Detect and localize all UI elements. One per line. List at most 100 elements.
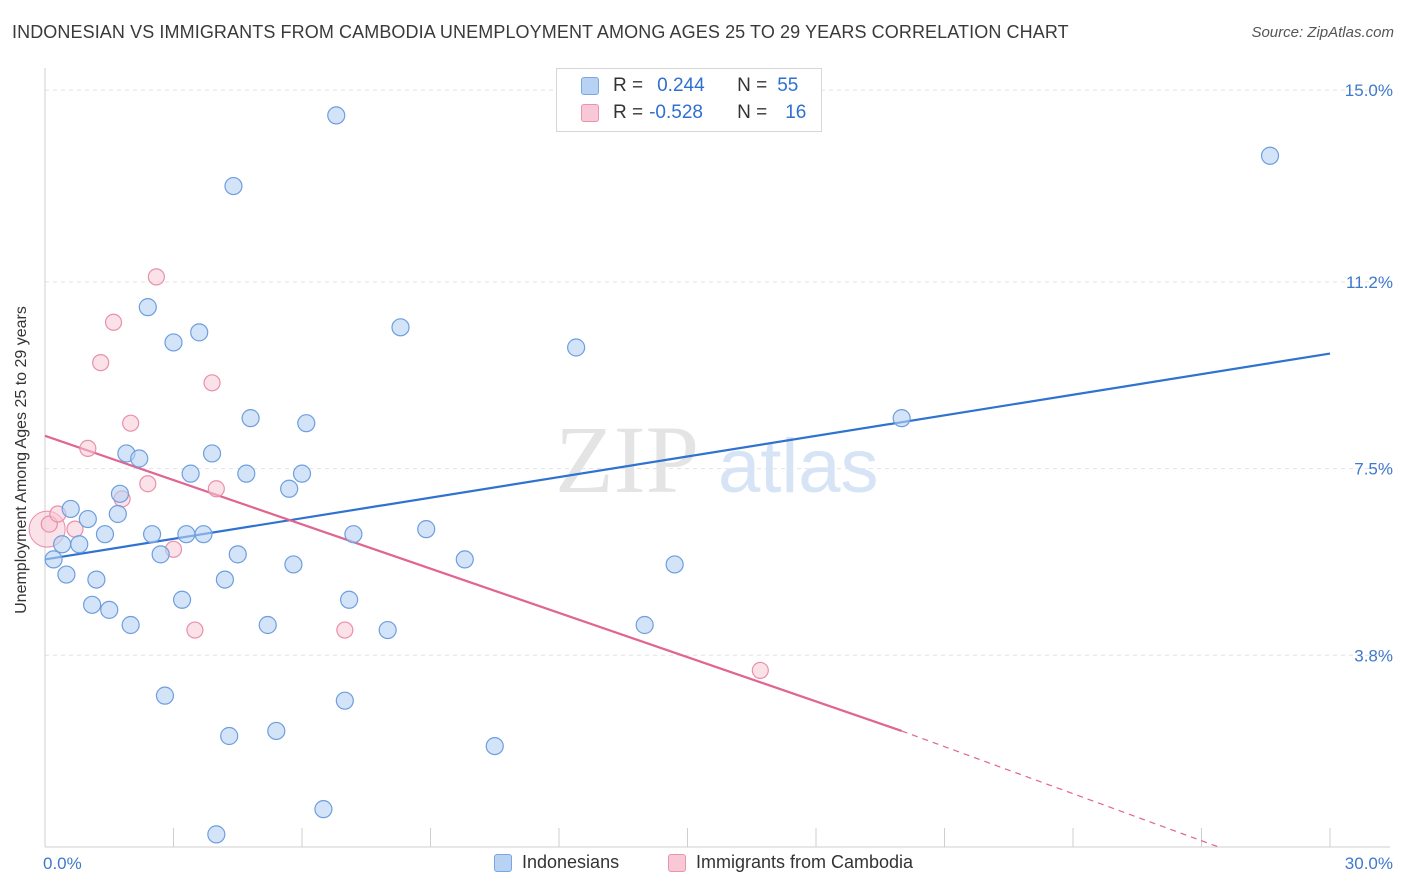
data-point-indonesians	[83, 595, 102, 614]
data-point-indonesians	[207, 825, 226, 844]
legend-r-label: R =	[613, 102, 644, 123]
data-point-indonesians	[314, 800, 333, 819]
data-point-cambodia	[92, 354, 110, 372]
data-point-cambodia	[104, 313, 123, 331]
data-point-indonesians	[280, 479, 299, 498]
data-point-indonesians	[95, 525, 115, 544]
legend-row-cambodia: R = -0.528 N = 16	[581, 101, 806, 125]
series-swatch-blue	[494, 853, 512, 872]
trend-line-cambodia-extension	[901, 730, 1219, 848]
data-point-indonesians	[220, 726, 239, 746]
y-tick-label: 11.2%	[1346, 273, 1393, 292]
y-tick-label: 7.5%	[1354, 460, 1393, 479]
data-point-indonesians	[340, 590, 359, 609]
data-point-indonesians	[190, 323, 209, 342]
series-legend: Indonesians Immigrants from Cambodia	[0, 852, 1406, 876]
correlation-legend: R = 0.244 N = 55 R = -0.528 N = 16	[556, 68, 822, 132]
data-point-indonesians	[53, 535, 72, 554]
series-name: Immigrants from Cambodia	[696, 852, 914, 872]
data-point-indonesians	[151, 545, 170, 564]
data-point-indonesians	[172, 590, 192, 609]
x-tick-label-min: 0.0%	[43, 854, 82, 873]
data-point-indonesians	[378, 620, 397, 640]
data-point-cambodia	[79, 439, 97, 458]
data-point-indonesians	[1260, 146, 1280, 165]
legend-r-value: 0.244	[657, 75, 705, 96]
data-point-indonesians	[215, 570, 234, 589]
data-point-indonesians	[177, 525, 196, 544]
data-point-indonesians	[142, 525, 162, 544]
data-point-indonesians	[57, 565, 76, 584]
data-points	[28, 106, 1280, 844]
legend-n-value: 16	[785, 102, 807, 123]
data-point-indonesians	[237, 464, 256, 483]
data-point-cambodia	[139, 475, 157, 493]
data-point-indonesians	[110, 484, 130, 503]
data-point-cambodia	[751, 661, 769, 680]
data-point-indonesians	[155, 686, 175, 705]
grid-lines	[45, 89, 1390, 656]
series-name: Indonesians	[522, 852, 620, 872]
y-tick-label: 15.0%	[1345, 81, 1393, 100]
trend-line-indonesians	[44, 352, 1331, 561]
y-axis-label: Unemployment Among Ages 25 to 29 years	[13, 306, 30, 614]
data-point-indonesians	[417, 520, 436, 539]
trend-line-cambodia	[44, 434, 903, 732]
data-point-indonesians	[78, 509, 97, 529]
data-point-cambodia	[207, 480, 225, 498]
data-point-indonesians	[567, 338, 586, 357]
watermark: ZIP atlas	[555, 406, 879, 513]
data-point-indonesians	[121, 615, 140, 635]
data-point-indonesians	[70, 535, 89, 554]
legend-r-value: -0.528	[649, 102, 703, 123]
data-point-indonesians	[284, 555, 303, 574]
watermark-atlas: atlas	[718, 424, 879, 509]
data-point-cambodia	[122, 414, 140, 432]
data-point-indonesians	[202, 444, 222, 463]
data-point-indonesians	[665, 555, 684, 574]
data-point-cambodia	[147, 268, 165, 286]
data-point-cambodia	[203, 374, 221, 392]
watermark-zip: ZIP	[555, 406, 699, 513]
data-point-indonesians	[297, 414, 316, 433]
series-legend-indonesians: Indonesians	[494, 852, 619, 873]
x-tick-label-max: 30.0%	[1345, 854, 1393, 873]
data-point-indonesians	[892, 409, 911, 428]
legend-r-label: R =	[613, 75, 644, 96]
legend-n-label: N =	[737, 75, 768, 96]
legend-swatch-pink	[581, 104, 599, 122]
data-point-indonesians	[635, 615, 654, 635]
y-tick-label: 3.8%	[1354, 646, 1393, 665]
data-point-indonesians	[138, 298, 157, 317]
legend-n-label: N =	[737, 102, 768, 123]
data-point-indonesians	[194, 525, 213, 544]
data-point-indonesians	[108, 504, 127, 524]
data-point-indonesians	[327, 106, 346, 125]
data-point-indonesians	[258, 615, 277, 635]
data-point-indonesians	[228, 545, 247, 564]
data-point-indonesians	[344, 525, 363, 544]
data-point-cambodia	[336, 621, 354, 639]
chart-title: INDONESIAN VS IMMIGRANTS FROM CAMBODIA U…	[12, 22, 1069, 42]
data-point-indonesians	[292, 464, 312, 483]
tick-labels: 3.8% 7.5% 11.2% 15.0% 0.0% 30.0%	[43, 81, 1393, 873]
legend-row-indonesians: R = 0.244 N = 55	[581, 74, 798, 98]
data-point-indonesians	[455, 550, 474, 569]
data-point-indonesians	[391, 318, 410, 337]
data-point-indonesians	[87, 570, 106, 589]
series-legend-cambodia: Immigrants from Cambodia	[668, 852, 913, 873]
source-label: Source: ZipAtlas.com	[1251, 24, 1394, 41]
data-point-indonesians	[267, 721, 286, 741]
axes	[44, 68, 1390, 848]
data-point-indonesians	[164, 333, 183, 352]
data-point-indonesians	[485, 736, 504, 756]
legend-n-value: 55	[777, 75, 799, 96]
y-axis-label-wrap: Unemployment Among Ages 25 to 29 years	[2, 250, 42, 670]
data-point-indonesians	[100, 600, 119, 619]
trend-lines	[44, 352, 1331, 848]
series-swatch-pink	[668, 853, 686, 872]
data-point-cambodia	[186, 621, 204, 639]
legend-swatch-blue	[581, 77, 599, 95]
data-point-indonesians	[241, 409, 260, 428]
